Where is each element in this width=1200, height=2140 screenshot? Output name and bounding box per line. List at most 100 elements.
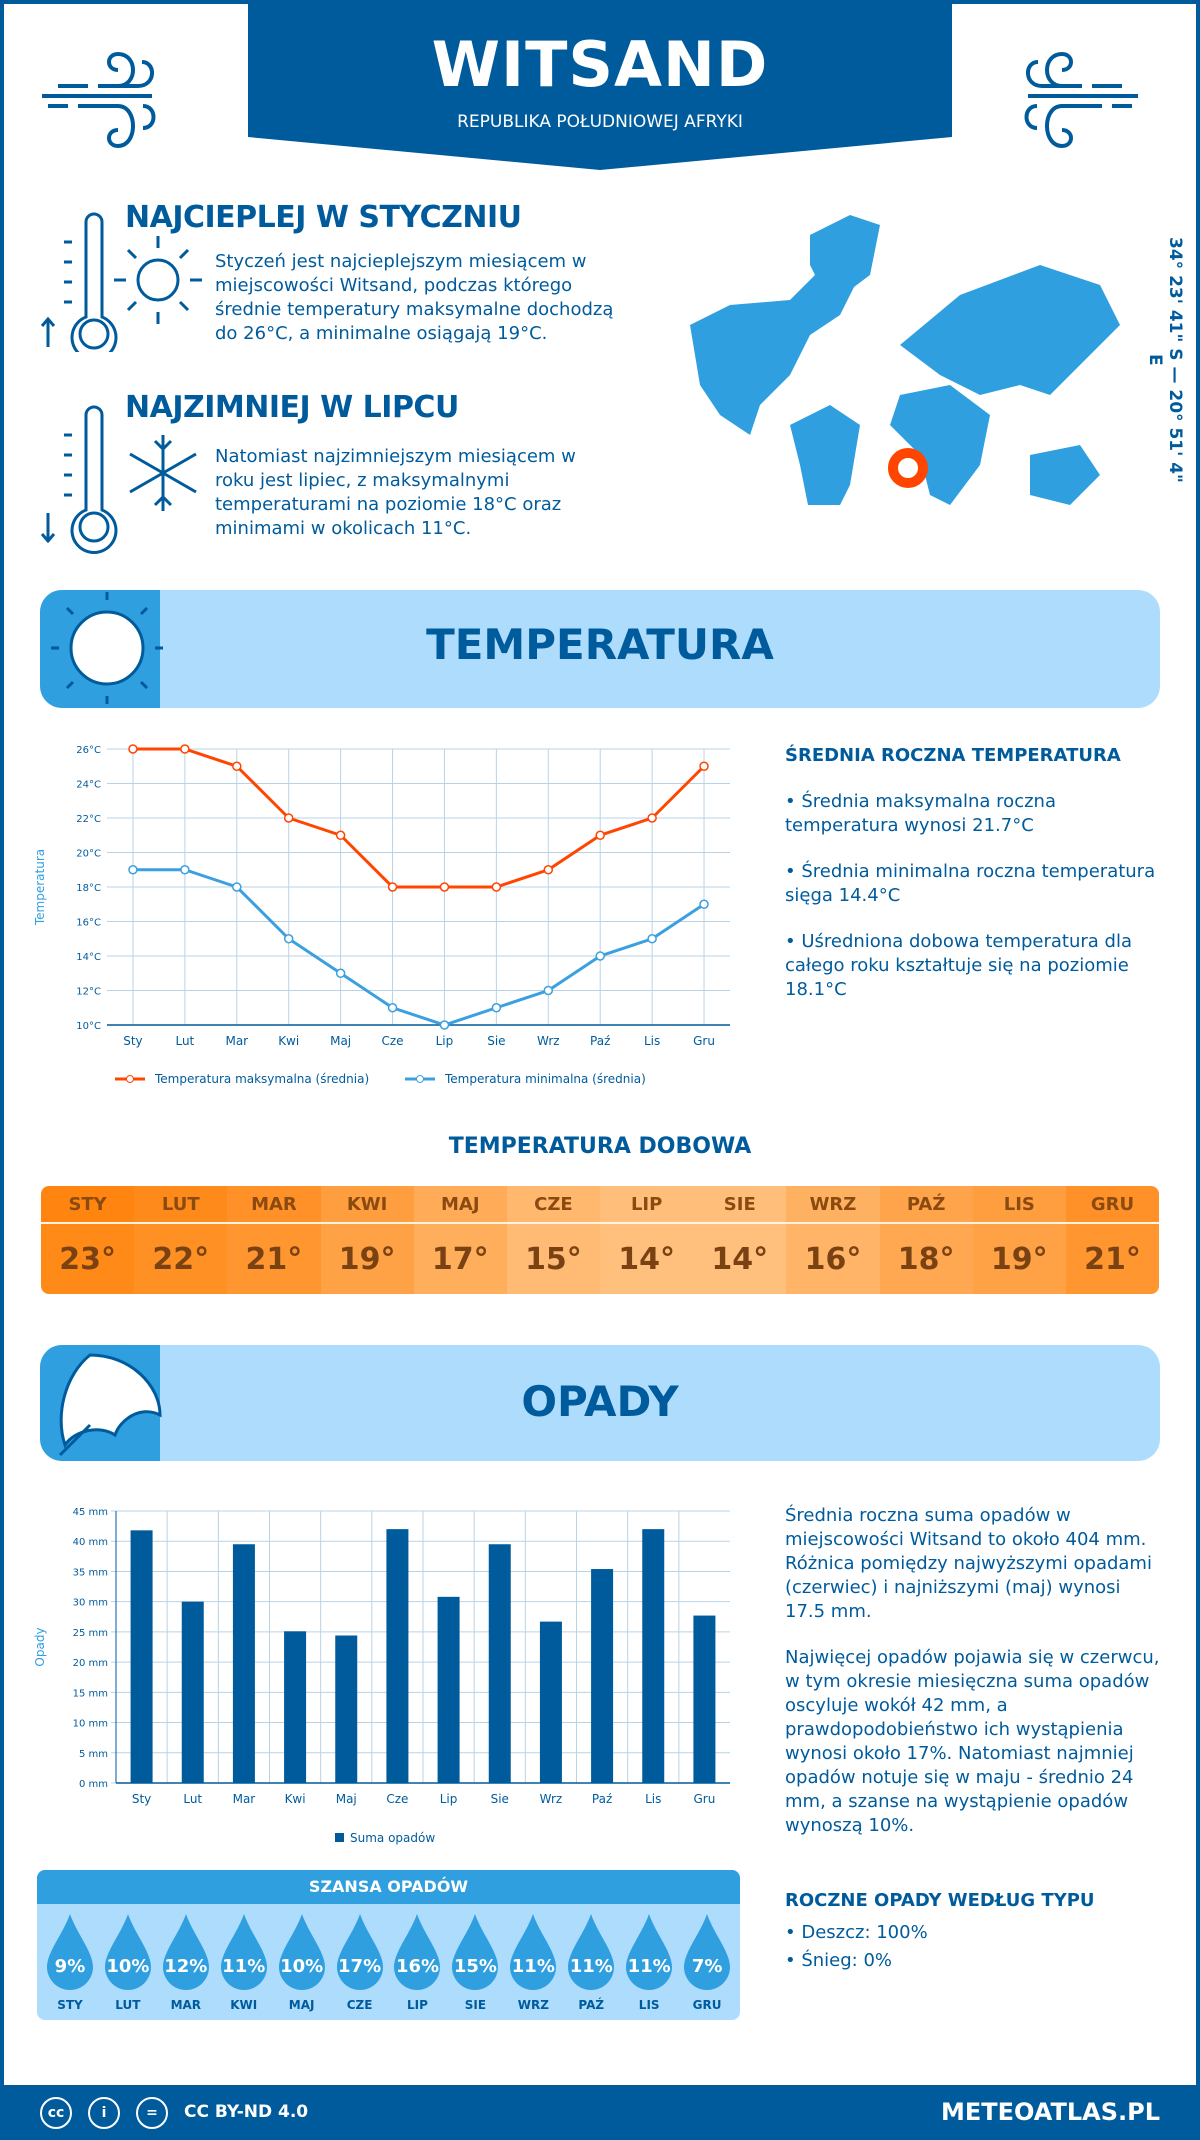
raindrop-icon [162,1914,209,1990]
bar [642,1529,665,1783]
raindrop-icon [568,1914,615,1990]
raindrop-icon [220,1914,267,1990]
summary-heading: ŚREDNIA ROCZNA TEMPERATURA [785,745,1121,766]
chance-value: 12% [164,1956,208,1977]
chance-drop: 11% LIS [620,1912,678,2012]
legend-label: Temperatura maksymalna (średnia) [154,1072,369,1086]
month-label: LUT [115,1998,141,2012]
header-banner [248,0,952,170]
temp-value: 19° [320,1224,414,1294]
legend-marker [416,1075,424,1083]
daily-temp-cell: LIP 14° [600,1186,694,1294]
y-tick-label: 14°C [76,952,101,963]
chance-drop: 16% LIP [389,1912,447,2012]
chance-value: 16% [395,1956,440,1977]
raindrop-icon [626,1914,673,1990]
temperature-chart: 10°C 12°C 14°C 16°C 18°C 20°C 22°C 24°C 26°C Sty L… [33,744,730,1086]
series-line [132,868,705,1027]
y-tick-label: 16°C [76,918,101,929]
license-label: CC BY-ND 4.0 [184,2102,309,2122]
temp-value: 19° [972,1224,1066,1294]
data-point [647,813,657,823]
data-point [543,985,554,996]
y-tick-label: 10°C [76,1021,101,1032]
x-tick-label: Lut [183,1792,202,1806]
month-label: LIS [638,1998,660,2012]
legend-swatch [335,1833,344,1842]
data-point [387,1003,398,1013]
data-point [180,744,190,754]
x-tick-label: Wrz [537,1034,560,1048]
month-label: GRU [692,1998,722,2012]
x-tick-label: Maj [330,1034,351,1048]
chance-value: 11% [569,1956,613,1977]
country-subtitle: REPUBLIKA POŁUDNIOWEJ AFRYKI [457,112,743,132]
temp-value: 22° [134,1224,228,1294]
temp-value: 21° [1065,1224,1159,1294]
chance-drop: 12% MAR [157,1912,215,2012]
x-tick-label: Sie [487,1034,505,1048]
bar [539,1621,562,1783]
legend-label: Temperatura minimalna (średnia) [444,1072,646,1086]
chance-value: 9% [54,1956,86,1977]
chance-drop: 9% STY [41,1912,99,2012]
bar [693,1615,716,1783]
precipitation-summary: Średnia roczna suma opadów w miejscowośc… [785,1504,1165,1860]
cc-icon: cc [40,2097,72,2129]
temp-value: 16° [786,1224,880,1294]
y-tick-label: 26°C [76,745,101,756]
chance-value: 10% [106,1956,150,1977]
precipitation-chance-panel: SZANSA OPADÓW 9% STY 10% LUT 12% MAR 11% KWI 10%… [37,1870,740,2020]
location-marker [888,448,928,488]
x-tick-label: Gru [693,1034,715,1048]
month-label: MAR [170,1998,202,2012]
data-point [283,934,294,944]
x-tick-label: Lut [175,1034,194,1048]
data-point [699,899,709,909]
bar [130,1530,153,1783]
temp-value: 21° [227,1224,321,1294]
precipitation-title: OPADY [521,1377,679,1426]
data-point [335,968,346,978]
x-tick-label: Lis [644,1034,660,1048]
x-tick-label: Cze [386,1792,408,1806]
bar [386,1529,409,1783]
chance-value: 17% [338,1956,382,1977]
y-tick-label: 15 mm [73,1688,108,1699]
chance-drop: 11% WRZ [504,1912,562,2012]
x-tick-label: Mar [225,1034,248,1048]
x-tick-label: Wrz [540,1792,563,1806]
attribution-icon: i [88,2097,120,2129]
month-label: MAJ [413,1186,507,1224]
y-tick-label: 20°C [76,849,101,860]
daily-temp-cell: KWI 19° [320,1186,414,1294]
x-tick-label: Kwi [278,1034,299,1048]
data-point [491,882,502,892]
wind-icon [1024,51,1138,149]
y-tick-label: 12°C [76,987,101,998]
month-label: LUT [134,1186,228,1224]
thermometer-cold-icon [40,405,197,554]
daily-temp-cell: WRZ 16° [786,1186,880,1294]
chance-value: 15% [453,1956,497,1977]
temp-value: 17° [413,1224,507,1294]
month-label: GRU [1065,1186,1159,1224]
temperature-band: TEMPERATURA [40,590,1160,708]
temp-value: 15° [506,1224,601,1294]
coordinates: 34° 23' 41" S — 20° 51' 4" E [1145,237,1185,483]
footer: cc i = CC BY-ND 4.0 METEOATLAS.PL [0,2085,1200,2140]
chance-drop: 10% LUT [99,1912,157,2012]
data-point [595,951,605,961]
daily-temp-cell: SIE 14° [693,1186,787,1294]
bar [181,1601,204,1783]
precipitation-types: ROCZNE OPADY WEDŁUG TYPU • Deszcz: 100% … [785,1890,1165,1975]
x-tick-label: Paź [592,1792,612,1806]
data-point [335,830,346,840]
daily-temperature-table: STY 23° LUT 22° MAR 21° KWI 19° MAJ 17° CZE 15° LIP 1… [41,1186,1159,1294]
y-tick-label: 40 mm [73,1537,108,1548]
site-link[interactable]: METEOATLAS.PL [940,2098,1160,2126]
data-point [128,865,138,875]
temp-value: 14° [600,1224,694,1294]
bar [591,1569,614,1783]
chance-drop: 17% CZE [331,1912,389,2012]
